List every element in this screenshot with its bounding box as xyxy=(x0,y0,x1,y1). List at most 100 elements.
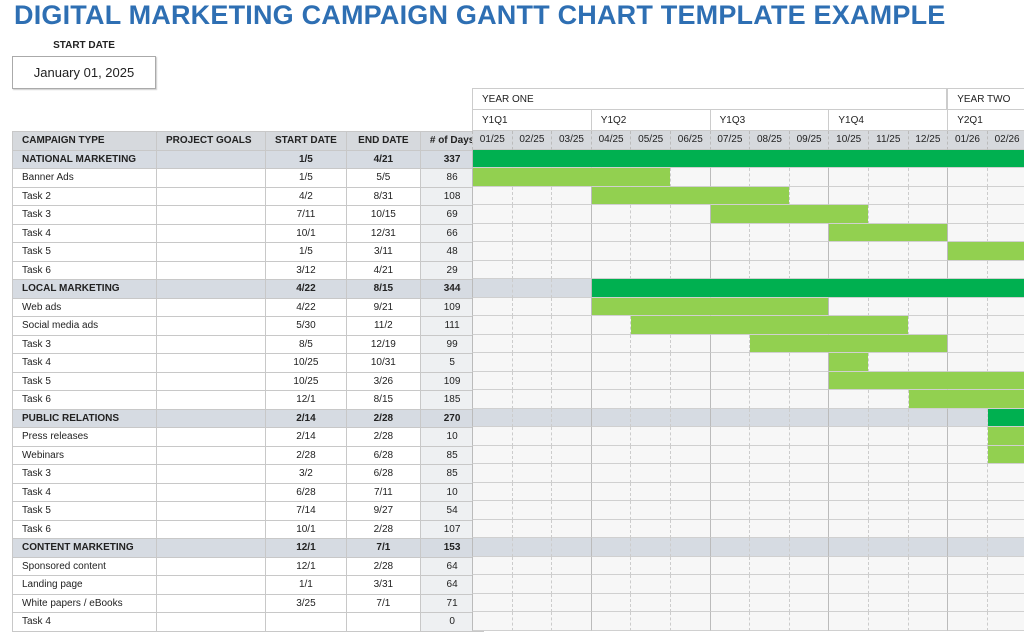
start-date-cell[interactable]: 3/25 xyxy=(265,593,347,613)
start-date-cell[interactable]: 2/14 xyxy=(265,408,347,428)
campaign-cell[interactable]: Task 4 xyxy=(12,612,157,632)
goals-cell[interactable] xyxy=(156,390,266,410)
end-date-cell[interactable] xyxy=(345,612,421,632)
start-date-cell[interactable]: 2/28 xyxy=(265,445,347,465)
days-cell[interactable]: 109 xyxy=(419,371,485,391)
campaign-cell[interactable]: Task 3 xyxy=(12,464,157,484)
end-date-cell[interactable]: 3/31 xyxy=(345,575,421,595)
campaign-cell[interactable]: Task 4 xyxy=(12,482,157,502)
end-date-cell[interactable]: 7/1 xyxy=(345,538,421,558)
days-cell[interactable]: 48 xyxy=(419,242,485,262)
goals-cell[interactable] xyxy=(156,519,266,539)
goals-cell[interactable] xyxy=(156,242,266,262)
days-cell[interactable]: 85 xyxy=(419,464,485,484)
campaign-cell[interactable]: Task 6 xyxy=(12,390,157,410)
days-cell[interactable]: 5 xyxy=(419,353,485,373)
start-date-cell[interactable]: 5/30 xyxy=(265,316,347,336)
end-date-cell[interactable]: 4/21 xyxy=(345,260,421,280)
end-date-cell[interactable]: 5/5 xyxy=(345,168,421,188)
campaign-cell[interactable]: Landing page xyxy=(12,575,157,595)
start-date-cell[interactable]: 12/1 xyxy=(265,538,347,558)
start-date-field[interactable]: January 01, 2025 xyxy=(12,56,156,89)
goals-cell[interactable] xyxy=(156,482,266,502)
start-date-cell[interactable]: 12/1 xyxy=(265,556,347,576)
end-date-cell[interactable]: 8/15 xyxy=(345,390,421,410)
end-date-cell[interactable]: 9/27 xyxy=(345,501,421,521)
days-cell[interactable]: 86 xyxy=(419,168,485,188)
campaign-cell[interactable]: Task 2 xyxy=(12,186,157,206)
campaign-cell[interactable]: Task 4 xyxy=(12,353,157,373)
days-cell[interactable]: 107 xyxy=(419,519,485,539)
goals-cell[interactable] xyxy=(156,186,266,206)
end-date-cell[interactable]: 8/31 xyxy=(345,186,421,206)
start-date-cell[interactable]: 12/1 xyxy=(265,390,347,410)
start-date-cell[interactable]: 10/1 xyxy=(265,519,347,539)
end-date-cell[interactable]: 4/21 xyxy=(345,149,421,169)
campaign-cell[interactable]: Task 3 xyxy=(12,334,157,354)
days-cell[interactable]: 64 xyxy=(419,556,485,576)
campaign-cell[interactable]: Webinars xyxy=(12,445,157,465)
end-date-cell[interactable]: 6/28 xyxy=(345,464,421,484)
goals-cell[interactable] xyxy=(156,445,266,465)
days-cell[interactable]: 108 xyxy=(419,186,485,206)
end-date-cell[interactable]: 2/28 xyxy=(345,556,421,576)
start-date-cell[interactable]: 10/25 xyxy=(265,353,347,373)
goals-cell[interactable] xyxy=(156,593,266,613)
end-date-cell[interactable]: 8/15 xyxy=(345,279,421,299)
goals-cell[interactable] xyxy=(156,223,266,243)
start-date-cell[interactable]: 6/28 xyxy=(265,482,347,502)
end-date-cell[interactable]: 12/31 xyxy=(345,223,421,243)
campaign-cell[interactable]: Task 5 xyxy=(12,242,157,262)
end-date-cell[interactable]: 7/1 xyxy=(345,593,421,613)
start-date-cell[interactable]: 2/14 xyxy=(265,427,347,447)
goals-cell[interactable] xyxy=(156,408,266,428)
start-date-cell[interactable]: 4/22 xyxy=(265,279,347,299)
end-date-cell[interactable]: 3/11 xyxy=(345,242,421,262)
goals-cell[interactable] xyxy=(156,556,266,576)
start-date-cell[interactable]: 1/5 xyxy=(265,149,347,169)
campaign-cell[interactable]: Task 5 xyxy=(12,501,157,521)
end-date-cell[interactable]: 11/2 xyxy=(345,316,421,336)
start-date-cell[interactable] xyxy=(265,612,347,632)
campaign-cell[interactable]: LOCAL MARKETING xyxy=(12,279,157,299)
end-date-cell[interactable]: 10/31 xyxy=(345,353,421,373)
end-date-cell[interactable]: 7/11 xyxy=(345,482,421,502)
campaign-cell[interactable]: Sponsored content xyxy=(12,556,157,576)
days-cell[interactable]: 109 xyxy=(419,297,485,317)
end-date-cell[interactable]: 10/15 xyxy=(345,205,421,225)
start-date-cell[interactable]: 1/5 xyxy=(265,242,347,262)
start-date-cell[interactable]: 3/2 xyxy=(265,464,347,484)
start-date-cell[interactable]: 1/1 xyxy=(265,575,347,595)
end-date-cell[interactable]: 2/28 xyxy=(345,427,421,447)
campaign-cell[interactable]: Task 4 xyxy=(12,223,157,243)
goals-cell[interactable] xyxy=(156,538,266,558)
goals-cell[interactable] xyxy=(156,334,266,354)
campaign-cell[interactable]: Task 6 xyxy=(12,519,157,539)
goals-cell[interactable] xyxy=(156,149,266,169)
days-cell[interactable]: 344 xyxy=(419,279,485,299)
days-cell[interactable]: 10 xyxy=(419,427,485,447)
days-cell[interactable]: 85 xyxy=(419,445,485,465)
campaign-cell[interactable]: Web ads xyxy=(12,297,157,317)
end-date-cell[interactable]: 9/21 xyxy=(345,297,421,317)
start-date-cell[interactable]: 8/5 xyxy=(265,334,347,354)
end-date-cell[interactable]: 2/28 xyxy=(345,408,421,428)
start-date-cell[interactable]: 4/2 xyxy=(265,186,347,206)
goals-cell[interactable] xyxy=(156,260,266,280)
goals-cell[interactable] xyxy=(156,168,266,188)
goals-cell[interactable] xyxy=(156,371,266,391)
campaign-cell[interactable]: NATIONAL MARKETING xyxy=(12,149,157,169)
campaign-cell[interactable]: Banner Ads xyxy=(12,168,157,188)
goals-cell[interactable] xyxy=(156,612,266,632)
campaign-cell[interactable]: PUBLIC RELATIONS xyxy=(12,408,157,428)
start-date-cell[interactable]: 7/11 xyxy=(265,205,347,225)
goals-cell[interactable] xyxy=(156,575,266,595)
start-date-cell[interactable]: 10/1 xyxy=(265,223,347,243)
end-date-cell[interactable]: 3/26 xyxy=(345,371,421,391)
days-cell[interactable]: 337 xyxy=(419,149,485,169)
start-date-cell[interactable]: 1/5 xyxy=(265,168,347,188)
campaign-cell[interactable]: Task 3 xyxy=(12,205,157,225)
days-cell[interactable]: 66 xyxy=(419,223,485,243)
campaign-cell[interactable]: Task 5 xyxy=(12,371,157,391)
campaign-cell[interactable]: Task 6 xyxy=(12,260,157,280)
